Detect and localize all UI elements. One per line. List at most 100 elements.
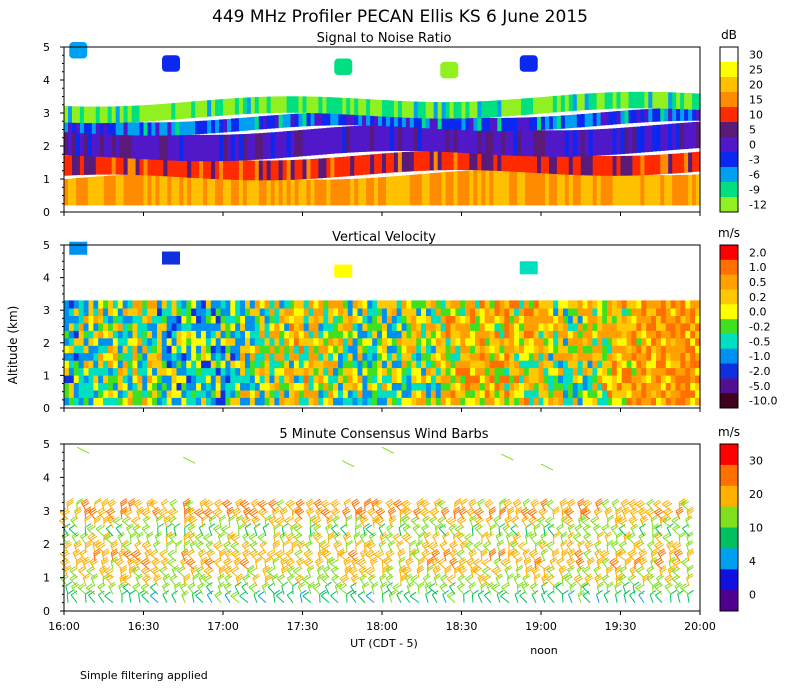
velocity-cell (93, 389, 99, 398)
snr-cell (628, 110, 634, 124)
barb-flag (343, 533, 351, 539)
velocity-cell (166, 360, 173, 369)
barb-flag (443, 510, 450, 516)
velocity-cell (377, 337, 383, 346)
velocity-cell (391, 345, 398, 354)
velocity-cell (386, 382, 393, 391)
velocity-cell (675, 367, 681, 376)
colorbar-label: -6 (749, 169, 760, 182)
velocity-cell (499, 389, 505, 398)
snr-cell (370, 112, 375, 126)
snr-cell (338, 157, 343, 177)
velocity-cell (293, 374, 300, 383)
snr-cell (115, 175, 121, 206)
snr-cell (318, 112, 323, 126)
snr-cell (358, 112, 363, 126)
barb-shaft (258, 553, 267, 562)
velocity-cell (519, 337, 525, 346)
velocity-cell (289, 367, 295, 376)
velocity-cell (147, 382, 153, 391)
velocity-cell (357, 345, 363, 354)
velocity-cell (298, 360, 305, 369)
velocity-cell (695, 397, 701, 406)
barb-flag (123, 517, 131, 523)
colorbar-swatch (720, 304, 738, 320)
barb-flag (265, 516, 272, 522)
velocity-cell (680, 300, 686, 309)
velocity-cell (191, 307, 197, 316)
barb-shaft (241, 586, 249, 595)
barb-shaft (90, 577, 96, 587)
velocity-cell (98, 382, 104, 391)
barb-flag (81, 498, 88, 504)
velocity-cell (626, 397, 633, 406)
velocity-cell (636, 360, 642, 369)
wind-barb (103, 533, 114, 545)
barb-flag (207, 560, 215, 566)
wind-barb (366, 541, 377, 553)
barb-shaft (433, 502, 438, 511)
velocity-cell (435, 345, 442, 354)
wind-barb (397, 548, 406, 562)
barb-flag (448, 592, 456, 598)
velocity-cell (245, 330, 251, 339)
barb-flag (412, 517, 420, 523)
velocity-cell (308, 360, 315, 369)
barb-flag (227, 531, 234, 537)
velocity-cell (430, 382, 437, 391)
barb-flag (355, 516, 363, 522)
snr-cell (473, 150, 478, 171)
wind-barb (412, 523, 421, 537)
barb-shaft (141, 528, 150, 537)
velocity-cell (675, 397, 681, 406)
velocity-cell (670, 382, 677, 391)
velocity-cell (284, 367, 290, 376)
wind-barb (214, 498, 224, 512)
velocity-cell (201, 360, 207, 369)
velocity-cell (166, 307, 173, 316)
snr-cell (648, 174, 653, 206)
wind-barb (149, 582, 159, 595)
velocity-cell (377, 360, 383, 369)
barb-flag (299, 543, 306, 549)
snr-cell (254, 160, 260, 181)
wind-barb (127, 556, 136, 570)
snr-cell (684, 122, 689, 149)
wind-barb (437, 499, 447, 512)
barb-flag (359, 510, 367, 516)
snr-cell (660, 108, 665, 122)
barb-flag (272, 506, 279, 512)
velocity-cell (254, 330, 261, 339)
snr-cell (560, 130, 566, 157)
velocity-cell (577, 307, 584, 316)
velocity-patch (69, 241, 88, 255)
snr-cell (632, 109, 637, 123)
velocity-cell (147, 330, 153, 339)
velocity-cell (318, 345, 324, 354)
velocity-cell (196, 367, 202, 376)
barb-shaft (340, 528, 348, 537)
snr-cell (278, 131, 284, 159)
snr-cell (270, 160, 276, 181)
snr-cell (525, 98, 530, 115)
velocity-cell (475, 389, 481, 398)
velocity-cell (68, 330, 75, 339)
snr-patch (69, 42, 88, 59)
snr-cell (481, 169, 486, 206)
barb-flag (253, 590, 261, 595)
velocity-cell (108, 300, 114, 309)
velocity-cell (450, 374, 456, 383)
snr-cell (680, 122, 685, 150)
barb-shaft (437, 503, 447, 512)
snr-cell (501, 169, 506, 206)
barb-flag (169, 559, 176, 565)
velocity-cell (406, 300, 412, 309)
snr-cell (286, 96, 292, 113)
velocity-cell (690, 397, 696, 406)
velocity-cell (166, 374, 173, 383)
snr-cell (696, 174, 701, 206)
velocity-cell (108, 374, 114, 383)
velocity-cell (352, 382, 359, 391)
velocity-cell (147, 367, 153, 376)
snr-cell (501, 128, 506, 156)
